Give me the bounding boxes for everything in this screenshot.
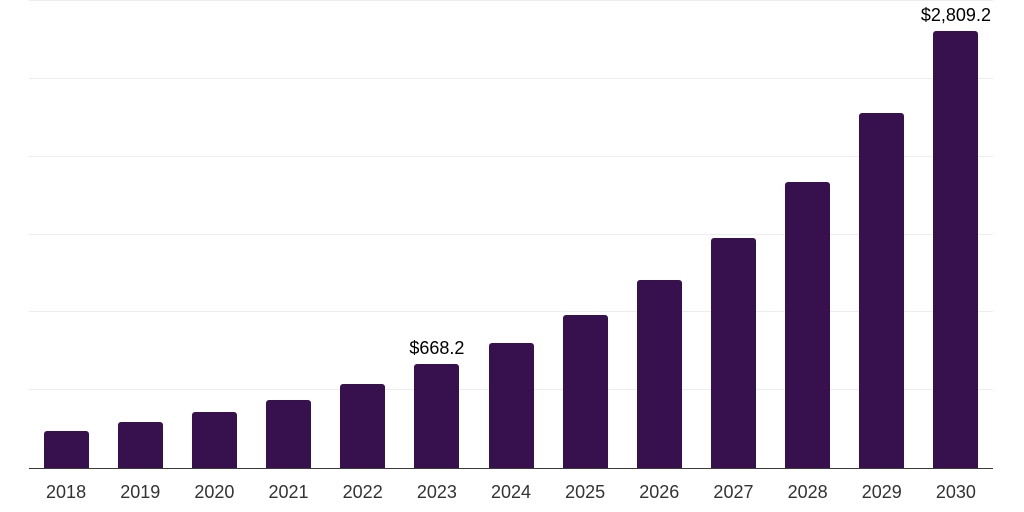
gridline-1500 (29, 233, 993, 235)
x-tick-label-2024: 2024 (490, 482, 532, 502)
x-tick-label-2022: 2022 (342, 482, 383, 502)
x-tick-label-2023: 2023 (416, 482, 457, 502)
x-tick-label-2028: 2028 (787, 482, 828, 502)
bar-2021 (266, 399, 312, 468)
data-label-2030: $2,809.2 (920, 4, 991, 25)
bar-2026 (636, 280, 682, 468)
bar-2022 (340, 383, 386, 468)
x-axis-line (29, 467, 993, 469)
bar-2019 (117, 422, 163, 468)
bar-2020 (191, 411, 237, 468)
x-tick-label-2019: 2019 (120, 482, 161, 502)
bar-2028 (785, 182, 831, 468)
bar-2025 (562, 314, 608, 468)
x-tick-label-2020: 2020 (194, 482, 235, 502)
bar-2030 (933, 30, 979, 468)
bar-2029 (859, 113, 905, 468)
bar-2024 (488, 342, 534, 468)
x-tick-label-2027: 2027 (713, 482, 754, 502)
bar-2027 (710, 237, 756, 468)
x-tick-label-2030: 2030 (935, 482, 976, 502)
bar-2023 (414, 363, 460, 468)
bar-2018 (43, 430, 89, 468)
x-tick-label-2026: 2026 (639, 482, 680, 502)
x-tick-label-2018: 2018 (46, 482, 87, 502)
gridline-2500 (29, 77, 993, 79)
plot-area: $668.2 $2,809.2 (29, 0, 993, 469)
x-tick-label-2021: 2021 (268, 482, 309, 502)
gridline-2000 (29, 155, 993, 157)
gridline-3000 (29, 0, 993, 1)
x-tick-label-2029: 2029 (861, 482, 902, 502)
gridline-1000 (29, 311, 993, 313)
x-tick-label-2025: 2025 (565, 482, 606, 502)
data-label-2023: $668.2 (409, 337, 465, 358)
